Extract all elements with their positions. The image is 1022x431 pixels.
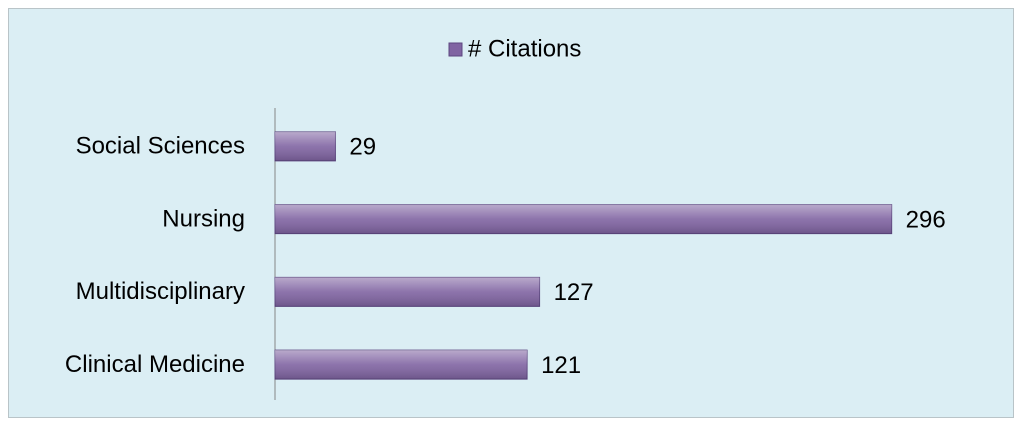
bar	[274, 131, 336, 162]
y-tick-label: Clinical Medicine	[65, 351, 245, 378]
y-tick-label: Nursing	[162, 205, 245, 232]
legend-swatch	[448, 42, 463, 57]
data-label: 296	[906, 206, 946, 233]
bar	[274, 204, 893, 235]
bar	[274, 276, 541, 307]
y-tick-label: Social Sciences	[76, 133, 245, 160]
data-label: 121	[541, 352, 581, 379]
data-label: 29	[349, 134, 376, 161]
legend-label: # Citations	[468, 35, 581, 62]
y-tick-label: Multidisciplinary	[76, 278, 245, 305]
data-label: 127	[554, 279, 594, 306]
bar	[274, 349, 528, 380]
